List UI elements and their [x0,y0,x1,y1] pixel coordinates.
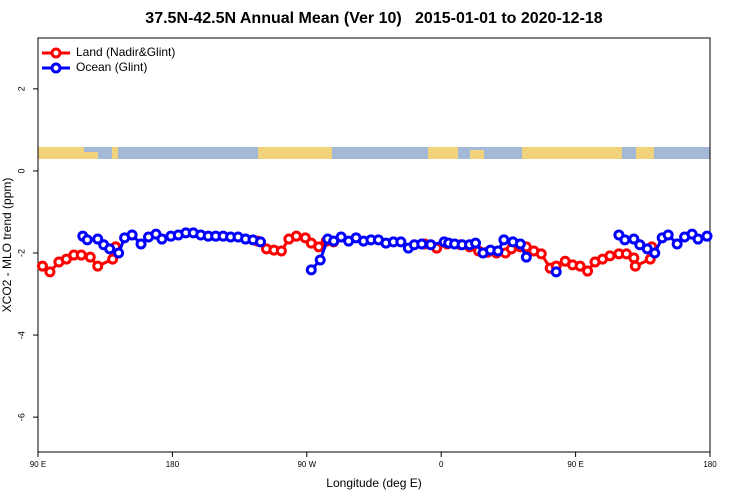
legend-label: Land (Nadir&Glint) [76,45,175,59]
data-point [156,233,168,245]
data-point [535,248,547,260]
data-point [305,264,317,276]
data-point [628,252,640,264]
data-point [649,247,661,259]
data-point [135,238,147,250]
y-tick-label: -2 [16,249,26,257]
data-point [36,260,48,272]
plot-frame [37,37,711,453]
data-point [314,254,326,266]
y-axis-label: XCO2 - MLO trend (ppm) [0,178,14,313]
data-point [107,253,119,265]
data-point [514,238,526,250]
data-point [550,266,562,278]
data-point [629,260,641,272]
data-point [290,230,302,242]
x-axis-label: Longitude (deg E) [326,476,421,490]
x-tick-label: 0 [439,460,444,469]
data-point [313,241,325,253]
data-point [470,237,482,249]
data-point [416,238,428,250]
data-point [582,265,594,277]
data-point [425,239,437,251]
x-tick-label: 180 [703,460,717,469]
legend-marker [50,47,62,59]
data-point [671,238,683,250]
data-point [619,234,631,246]
data-point [574,260,586,272]
data-point [44,266,56,278]
data-point [275,245,287,257]
data-point [113,247,125,259]
data-point [75,249,87,261]
y-tick-label: -4 [16,331,26,339]
map-strip [38,147,710,159]
data-point [104,243,116,255]
legend-label: Ocean (Glint) [76,60,147,74]
y-tick-label: 0 [16,168,26,173]
chart-title: 37.5N-42.5N Annual Mean (Ver 10) 2015-01… [145,10,603,27]
y-tick-label: 2 [16,86,26,91]
legend-marker [50,62,62,74]
data-point [81,234,93,246]
y-tick-label: -6 [16,413,26,421]
data-point [492,245,504,257]
data-point [662,229,674,241]
x-tick-label: 90 E [567,460,583,469]
data-point [604,250,616,262]
data-point [520,251,532,263]
data-point [84,251,96,263]
x-tick-label: 180 [166,460,180,469]
data-point [498,234,510,246]
data-point [395,236,407,248]
x-tick-label: 90 W [297,460,316,469]
data-point [126,229,138,241]
data-point [92,260,104,272]
x-tick-label: 90 E [30,460,46,469]
data-point [701,230,713,242]
data-point [255,236,267,248]
data-point [692,233,704,245]
